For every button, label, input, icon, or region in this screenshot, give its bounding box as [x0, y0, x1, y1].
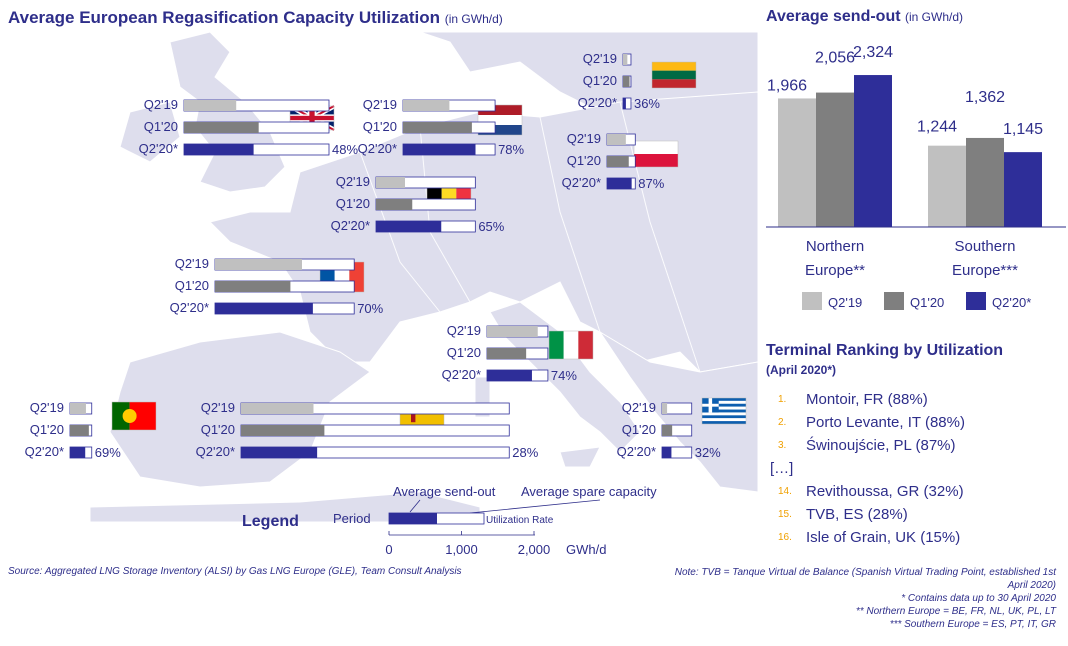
value-label: 1,244	[917, 119, 957, 136]
send-out-bar-1-1	[966, 137, 1004, 227]
footnote-tvb: Note: TVB = Tanque Virtual de Balance (S…	[674, 567, 1056, 591]
legend-axis-tick: 2,000	[518, 542, 551, 557]
ranking-item: 14. Revithoussa, GR (32%)	[778, 480, 965, 503]
value-label: 1,145	[1003, 121, 1043, 138]
legend-axis-tick: 1,000	[445, 542, 478, 557]
send-out-bar-0-1	[816, 92, 854, 227]
send-out-bar-1-2	[1004, 152, 1042, 227]
send-out-panel-title: Average send-out (in GWh/d)	[766, 8, 963, 26]
ranking-item: 16. Isle of Grain, UK (15%)	[778, 526, 965, 549]
value-label: 1,362	[965, 89, 1005, 106]
rank-text: Porto Levante, IT (88%)	[806, 414, 965, 431]
legend-entry: Q2'20*	[992, 295, 1031, 310]
category-label: Northern	[806, 238, 864, 255]
send-out-bar-0-0	[778, 98, 816, 227]
rank-number: 16.	[778, 532, 792, 543]
title-text: Average European Regasification Capacity…	[8, 8, 441, 27]
title-unit: (in GWh/d)	[444, 12, 503, 26]
legend-swatch	[884, 292, 904, 310]
legend-swatch	[802, 292, 822, 310]
category-label: Southern	[955, 238, 1016, 255]
rank-text: Montoir, FR (88%)	[806, 391, 928, 408]
ranking-item: 15. TVB, ES (28%)	[778, 503, 965, 526]
rank-number: 3.	[778, 440, 787, 451]
legend-entry: Q1'20	[910, 295, 944, 310]
value-label: 2,324	[853, 44, 893, 61]
ranking-item: […]	[770, 457, 965, 480]
send-out-unit: (in GWh/d)	[905, 10, 964, 24]
ranking-item: 3. Świnoujście, PL (87%)	[778, 434, 965, 457]
rank-number: 2.	[778, 417, 787, 428]
legend-swatch	[966, 292, 986, 310]
footnote-north: ** Northern Europe = BE, FR, NL, UK, PL,…	[855, 606, 1056, 617]
send-out-bar-0-2	[854, 75, 892, 227]
ranking-title-text: Terminal Ranking by Utilization	[766, 342, 1004, 359]
chart-title: Average European Regasification Capacity…	[8, 8, 503, 28]
send-out-bar-1-0	[928, 145, 966, 227]
footnote-april: * Contains data up to 30 April 2020	[901, 593, 1056, 604]
category-label: Europe**	[805, 262, 865, 279]
rank-text: Revithoussa, GR (32%)	[806, 483, 964, 500]
legend-axis-tick: 0	[385, 542, 392, 557]
rank-text: […]	[770, 460, 794, 477]
footnotes: Note: TVB = Tanque Virtual de Balance (S…	[656, 566, 1056, 631]
rank-text: TVB, ES (28%)	[806, 506, 908, 523]
ranking-list: 1. Montoir, FR (88%) 2. Porto Levante, IT …	[770, 388, 965, 549]
rank-number: 15.	[778, 509, 792, 520]
value-label: 1,966	[767, 77, 807, 94]
land-ireland	[119, 101, 181, 163]
land-scandinavia	[419, 32, 758, 118]
value-label: 2,056	[815, 50, 855, 67]
land-sardinia	[474, 376, 491, 418]
rank-text: Świnoujście, PL (87%)	[806, 437, 956, 454]
category-label: Europe***	[952, 262, 1018, 279]
rank-text: Isle of Grain, UK (15%)	[806, 529, 961, 546]
footnote-south: *** Southern Europe = ES, PT, IT, GR	[889, 619, 1056, 630]
send-out-title-text: Average send-out	[766, 8, 901, 25]
rank-number: 14.	[778, 486, 792, 497]
land-sicily	[559, 446, 601, 468]
ranking-title: Terminal Ranking by Utilization	[766, 342, 1003, 360]
rank-number: 1.	[778, 394, 787, 405]
ranking-item: 1. Montoir, FR (88%)	[778, 388, 965, 411]
ranking-item: 2. Porto Levante, IT (88%)	[778, 411, 965, 434]
ranking-subtitle: (April 2020*)	[766, 363, 837, 377]
europe-map	[0, 32, 758, 522]
legend-entry: Q2'19	[828, 295, 862, 310]
legend-axis-unit: GWh/d	[566, 542, 606, 557]
source-note: Source: Aggregated LNG Storage Inventory…	[8, 566, 462, 577]
